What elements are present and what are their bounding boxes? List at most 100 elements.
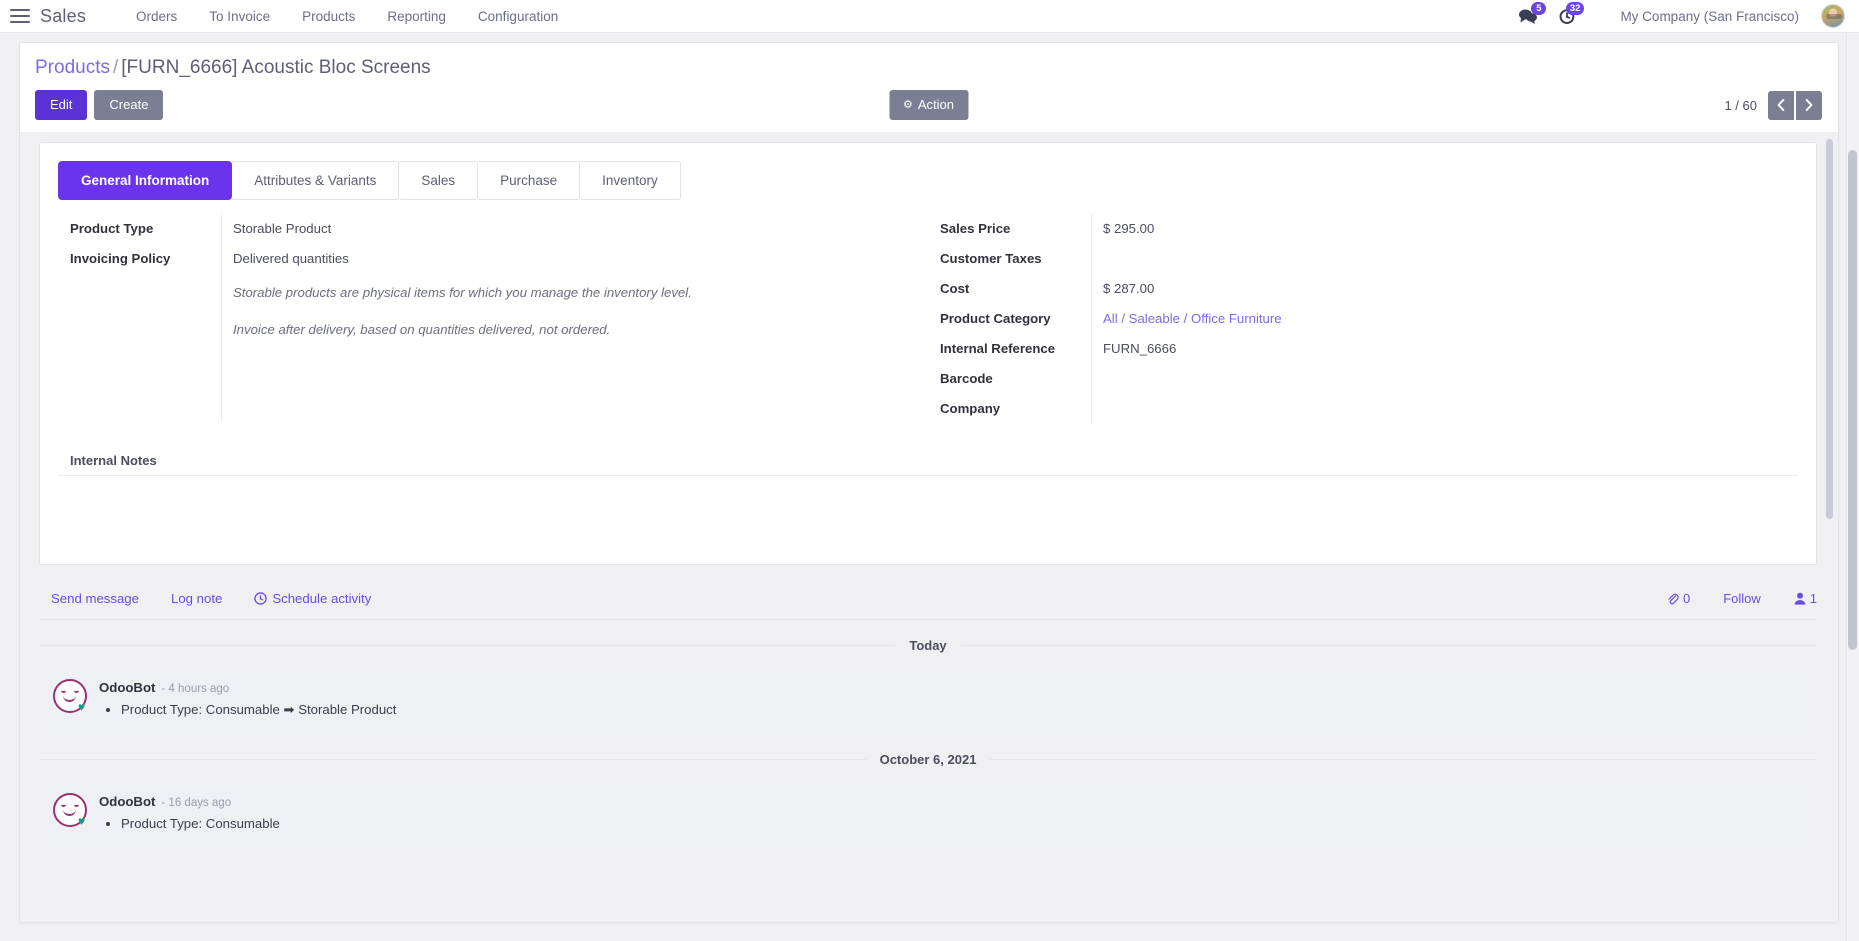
- menu-item-reporting[interactable]: Reporting: [387, 8, 446, 24]
- message-line: Product Type: Consumable: [121, 814, 1805, 834]
- control-panel: Products / [FURN_6666] Acoustic Bloc Scree…: [20, 43, 1838, 133]
- clock-icon: [254, 592, 268, 605]
- schedule-activity-button[interactable]: Schedule activity: [254, 591, 371, 606]
- message-item: ♥ OdooBot - 16 days ago Product Type: Co…: [39, 781, 1817, 848]
- top-navbar: Sales Orders To Invoice Products Reporti…: [0, 0, 1859, 33]
- control-panel-buttons: Edit Create ⚙ Action 1 / 60: [35, 90, 1822, 120]
- log-note-button[interactable]: Log note: [170, 591, 223, 606]
- breadcrumb-products[interactable]: Products: [35, 57, 110, 78]
- date-separator-label: Today: [909, 638, 947, 653]
- message-timestamp: - 16 days ago: [161, 797, 232, 809]
- breadcrumb: Products / [FURN_6666] Acoustic Bloc Scree…: [35, 57, 1822, 79]
- internal-notes-label: Internal Notes: [58, 448, 1798, 476]
- field-barcode: Barcode: [928, 364, 1780, 394]
- action-button[interactable]: ⚙ Action: [888, 90, 969, 120]
- field-value-cost[interactable]: $ 287.00: [1091, 274, 1780, 304]
- attachments-count: 0: [1682, 591, 1691, 606]
- date-separator-today: Today: [39, 620, 1818, 667]
- form-columns: Product Type Storable Product Invoicing …: [58, 214, 1798, 424]
- field-internal-reference: Internal Reference FURN_6666: [928, 334, 1780, 364]
- heart-icon: ♥: [78, 700, 86, 714]
- internal-notes-field[interactable]: [58, 476, 1798, 540]
- menu-item-to-invoice[interactable]: To Invoice: [209, 8, 271, 24]
- date-separator-label: October 6, 2021: [879, 752, 977, 767]
- menu-item-configuration[interactable]: Configuration: [477, 8, 559, 24]
- message-item: ♥ OdooBot - 4 hours ago Product Type: Co…: [39, 667, 1817, 734]
- pager-previous-button[interactable]: [1768, 90, 1794, 120]
- avatar[interactable]: [1821, 4, 1845, 28]
- messages-button[interactable]: 5: [1508, 2, 1548, 24]
- message-body: Product Type: Consumable: [121, 814, 1805, 834]
- paperclip-icon: [1668, 593, 1679, 605]
- odoobot-avatar: ♥: [53, 679, 87, 713]
- followers-count: 1: [1809, 591, 1817, 606]
- chatter-toolbar: Send message Log note Schedule activity: [39, 581, 1817, 620]
- message-body: Product Type: Consumable ➡ Storable Prod…: [121, 700, 1805, 720]
- message-author[interactable]: OdooBot: [99, 680, 156, 695]
- followers-button[interactable]: 1: [1794, 591, 1817, 606]
- message-timestamp: - 4 hours ago: [161, 683, 230, 695]
- chevron-right-icon: [1805, 99, 1813, 111]
- field-value-customer-taxes[interactable]: [1091, 244, 1780, 274]
- follow-button[interactable]: Follow: [1723, 591, 1761, 606]
- menu-item-orders[interactable]: Orders: [136, 8, 178, 24]
- gear-icon: ⚙: [902, 99, 913, 111]
- page-scrollbar-track[interactable]: [1846, 33, 1859, 941]
- helper-text-product-type: Storable products are physical items for…: [221, 274, 692, 311]
- activities-button[interactable]: 32: [1548, 1, 1586, 25]
- message-author[interactable]: OdooBot: [99, 794, 156, 809]
- activities-badge: 32: [1565, 1, 1585, 15]
- odoobot-avatar: ♥: [53, 793, 87, 827]
- field-value-product-type[interactable]: Storable Product: [221, 214, 910, 244]
- action-button-label: Action: [917, 97, 955, 112]
- field-label-company: Company: [940, 401, 1001, 416]
- field-value-sales-price[interactable]: $ 295.00: [1091, 214, 1780, 244]
- helper-row-product-type: Storable products are physical items for…: [58, 274, 910, 311]
- user-icon: [1794, 592, 1806, 605]
- hamburger-menu-icon[interactable]: [10, 9, 30, 23]
- company-switcher[interactable]: My Company (San Francisco): [1620, 8, 1799, 24]
- field-cost: Cost $ 287.00: [928, 274, 1780, 304]
- notebook-tabs: General Information Attributes & Variant…: [58, 161, 1798, 200]
- field-label-barcode: Barcode: [940, 371, 993, 386]
- app-brand-sales[interactable]: Sales: [40, 5, 87, 26]
- divider-line: [960, 645, 1818, 646]
- tab-inventory[interactable]: Inventory: [579, 161, 681, 200]
- helper-text-invoicing-policy: Invoice after delivery, based on quantit…: [221, 311, 610, 348]
- tab-general-information[interactable]: General Information: [58, 161, 233, 200]
- field-value-barcode[interactable]: [1091, 364, 1780, 394]
- breadcrumb-separator: /: [112, 57, 119, 78]
- field-product-category: Product Category All / Saleable / Office…: [928, 304, 1780, 334]
- form-column-right: Sales Price $ 295.00 Customer Taxes Cost…: [928, 214, 1798, 424]
- form-column-left: Product Type Storable Product Invoicing …: [58, 214, 928, 424]
- helper-row-invoicing-policy: Invoice after delivery, based on quantit…: [58, 311, 910, 348]
- create-button[interactable]: Create: [94, 90, 164, 120]
- edit-button[interactable]: Edit: [35, 90, 88, 120]
- tab-sales[interactable]: Sales: [398, 161, 479, 200]
- tab-attributes-variants[interactable]: Attributes & Variants: [231, 161, 400, 200]
- send-message-button[interactable]: Send message: [51, 591, 139, 606]
- chevron-left-icon: [1777, 99, 1785, 111]
- navbar-right: 5 32 My Company (San Francisco): [1508, 1, 1845, 28]
- heart-icon: ♥: [78, 814, 86, 828]
- field-label-customer-taxes: Customer Taxes: [940, 251, 1042, 266]
- main-menu: Orders To Invoice Products Reporting Con…: [120, 3, 574, 30]
- form-scroll-area: General Information Attributes & Variant…: [20, 133, 1838, 922]
- field-customer-taxes: Customer Taxes: [928, 244, 1780, 274]
- page-scrollbar-thumb[interactable]: [1848, 150, 1857, 650]
- pager-count: 1 / 60: [1724, 97, 1757, 113]
- divider-line: [39, 645, 896, 646]
- menu-item-products[interactable]: Products: [302, 8, 356, 24]
- field-value-company[interactable]: [1091, 394, 1780, 424]
- messages-badge: 5: [1531, 2, 1547, 15]
- page-container: Products / [FURN_6666] Acoustic Bloc Scree…: [0, 33, 1859, 941]
- field-value-product-category[interactable]: All / Saleable / Office Furniture: [1091, 304, 1780, 334]
- tab-purchase[interactable]: Purchase: [477, 161, 581, 200]
- chatter: Send message Log note Schedule activity: [39, 581, 1818, 848]
- field-value-invoicing-policy[interactable]: Delivered quantities: [221, 244, 910, 274]
- field-value-internal-reference[interactable]: FURN_6666: [1091, 334, 1780, 364]
- pager-next-button[interactable]: [1796, 90, 1822, 120]
- attachments-button[interactable]: 0: [1666, 591, 1690, 606]
- field-label-cost: Cost: [940, 281, 970, 296]
- form-scrollbar[interactable]: [1826, 139, 1833, 519]
